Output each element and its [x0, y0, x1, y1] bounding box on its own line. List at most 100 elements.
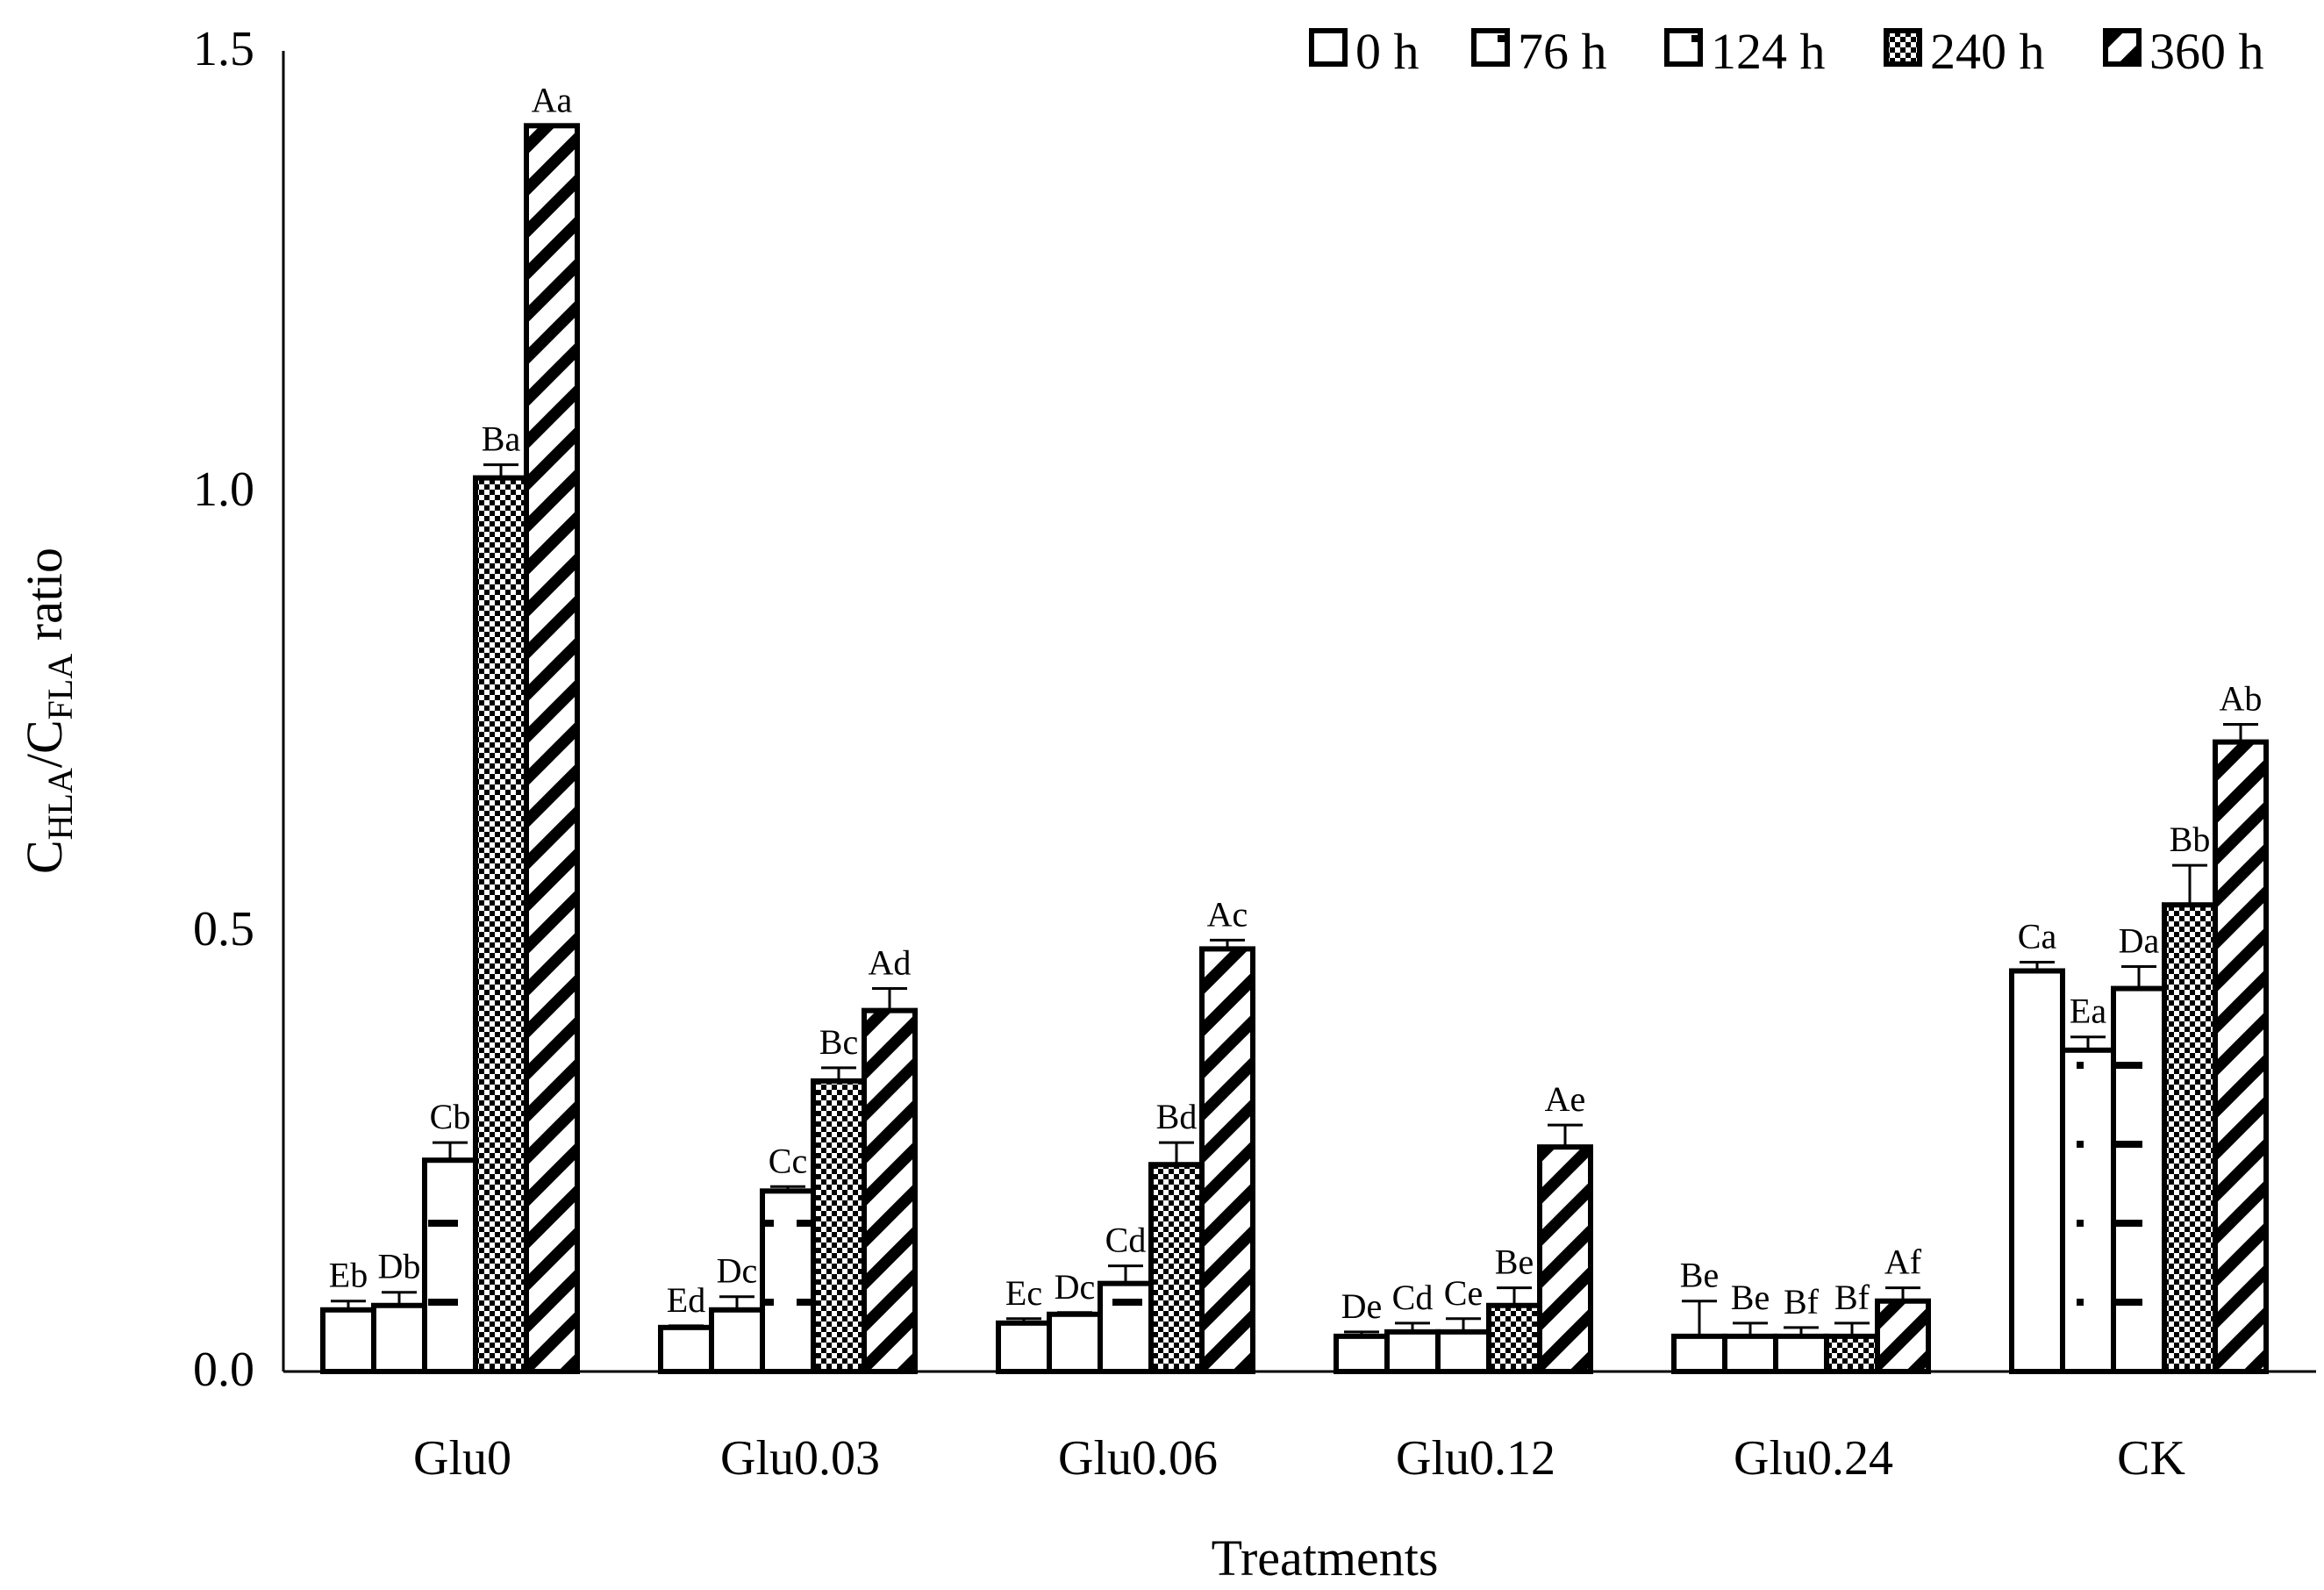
significance-label: Be: [1495, 1243, 1534, 1282]
legend-label: 76 h: [1518, 23, 1607, 80]
significance-label: Bf: [1784, 1282, 1820, 1321]
bar: [2060, 1047, 2116, 1374]
y-tick-label: 0.0: [193, 1343, 254, 1397]
x-category-labels: Glu0 Glu0.03 Glu0.06 Glu0.12 Glu0.24 CK: [413, 1431, 2185, 1486]
x-category-label: Glu0: [413, 1431, 511, 1486]
significance-label: Ca: [2018, 916, 2057, 956]
legend-item: 0 h: [1309, 23, 1419, 80]
significance-label: Ad: [869, 943, 912, 983]
error-bar: [1497, 1286, 1532, 1306]
significance-label: Eb: [329, 1256, 368, 1295]
x-category-label: Glu0.12: [1396, 1431, 1555, 1486]
significance-label: Ac: [1207, 894, 1248, 934]
legend-item: 124 h: [1664, 23, 1826, 80]
bar: [862, 1007, 918, 1374]
error-bar: [2121, 964, 2156, 989]
error-bar: [433, 1141, 468, 1161]
significance-label: Ed: [667, 1280, 705, 1320]
bar: [1148, 1162, 1205, 1375]
error-bar: [1395, 1321, 1430, 1332]
significance-label: Da: [2119, 920, 2160, 960]
x-category-label: Glu0.24: [1734, 1431, 1893, 1486]
x-category-label: Glu0.06: [1058, 1431, 1218, 1486]
significance-label: Dc: [717, 1251, 758, 1291]
error-bar: [331, 1300, 366, 1310]
error-bar: [1210, 938, 1245, 949]
legend-label: 124 h: [1711, 23, 1826, 80]
significance-label: Bc: [819, 1022, 858, 1062]
error-bar: [1057, 1311, 1092, 1314]
error-bar: [483, 463, 518, 478]
legend-swatch: [1309, 28, 1348, 67]
bar: [996, 1320, 1052, 1374]
bar: [473, 475, 529, 1374]
error-bar: [669, 1324, 704, 1328]
significance-label: Aa: [532, 80, 573, 119]
error-bar: [1159, 1141, 1194, 1165]
y-axis-title: CHLA/CFLA ratio: [16, 548, 80, 874]
bar-group: Be Be Bf Bf Af: [1671, 1243, 1931, 1375]
significance-label: Dc: [1055, 1267, 1096, 1307]
error-bar: [1006, 1317, 1041, 1323]
y-tick-label: 0.5: [193, 902, 254, 956]
bar-group: Ed Dc Cc Bc Ad: [658, 943, 918, 1375]
legend-swatch: [1664, 28, 1703, 67]
error-bar: [2020, 960, 2055, 971]
y-tick-label: 1.0: [193, 462, 254, 517]
legend-swatch: [1471, 28, 1510, 67]
significance-label: Ab: [2220, 679, 2263, 719]
error-bar: [2223, 723, 2258, 742]
significance-label: Ba: [482, 419, 521, 459]
error-bar: [719, 1295, 754, 1310]
legend: 0 h 76 h 124 h 240 h 360 h: [1309, 23, 2264, 80]
significance-label: Be: [1731, 1278, 1770, 1317]
significance-label: Bb: [2170, 820, 2211, 859]
bar: [1537, 1144, 1593, 1375]
error-bar: [1784, 1326, 1819, 1336]
y-tick-labels: 0.0 0.5 1.0 1.5: [193, 22, 254, 1397]
bar: [1824, 1333, 1880, 1375]
error-bar: [1885, 1286, 1920, 1301]
error-bar: [770, 1185, 805, 1192]
bar: [1875, 1298, 1931, 1374]
error-bar: [872, 987, 907, 1011]
error-bar: [2172, 863, 2207, 906]
significance-label: Bf: [1834, 1278, 1870, 1317]
bar: [1773, 1333, 1829, 1375]
significance-label: Ae: [1545, 1079, 1586, 1119]
significance-label: Db: [378, 1247, 421, 1286]
significance-label: Cd: [1105, 1221, 1147, 1260]
error-bar: [2070, 1035, 2106, 1050]
bar: [1047, 1311, 1103, 1374]
y-tick-label: 1.5: [193, 22, 254, 76]
x-category-label: CK: [2117, 1431, 2185, 1486]
significance-label: Cd: [1392, 1278, 1434, 1317]
bar: [811, 1078, 867, 1375]
bar: [1384, 1329, 1441, 1374]
significance-label: Cc: [769, 1141, 807, 1180]
significance-label: Ec: [1005, 1273, 1042, 1313]
error-bar: [1108, 1264, 1143, 1284]
legend-label: 360 h: [2149, 23, 2264, 80]
x-category-label: Glu0.03: [720, 1431, 880, 1486]
bar: [2162, 902, 2218, 1374]
error-bar: [1834, 1321, 1870, 1336]
bar-group: De Cd Ce Be Ae: [1334, 1079, 1593, 1375]
legend-label: 0 h: [1355, 23, 1419, 80]
bar-group: Ca Ea Da Bb Ab: [2009, 679, 2269, 1375]
bar: [1098, 1280, 1154, 1374]
bar: [1722, 1333, 1778, 1375]
significance-label: Cb: [430, 1097, 471, 1136]
bar: [524, 123, 580, 1375]
significance-label: Ce: [1444, 1273, 1483, 1313]
bar: [1671, 1333, 1727, 1375]
legend-item: 76 h: [1471, 23, 1607, 80]
bar: [760, 1188, 816, 1374]
error-bar: [1733, 1321, 1768, 1336]
bar: [422, 1157, 478, 1374]
legend-swatch: [2103, 28, 2142, 67]
significance-label: De: [1341, 1286, 1383, 1326]
